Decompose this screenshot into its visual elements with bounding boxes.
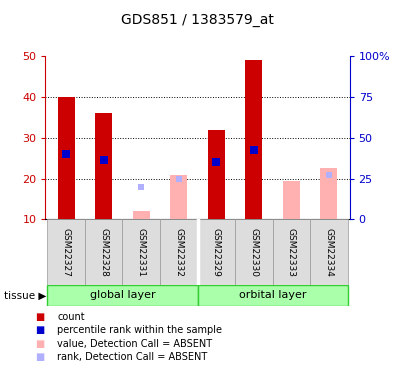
Bar xyxy=(47,285,198,306)
Point xyxy=(100,157,107,163)
Bar xyxy=(85,219,122,285)
Text: GDS851 / 1383579_at: GDS851 / 1383579_at xyxy=(121,13,274,27)
Bar xyxy=(47,219,85,285)
Text: value, Detection Call = ABSENT: value, Detection Call = ABSENT xyxy=(57,339,213,349)
Text: percentile rank within the sample: percentile rank within the sample xyxy=(57,326,222,335)
Point xyxy=(213,159,220,165)
Bar xyxy=(245,60,262,219)
Point xyxy=(63,151,69,157)
Text: GSM22329: GSM22329 xyxy=(212,228,221,277)
Text: tissue ▶: tissue ▶ xyxy=(4,290,46,300)
Text: GSM22331: GSM22331 xyxy=(137,228,146,277)
Text: count: count xyxy=(57,312,85,322)
Bar xyxy=(208,130,225,219)
Bar xyxy=(58,97,75,219)
Text: rank, Detection Call = ABSENT: rank, Detection Call = ABSENT xyxy=(57,352,207,362)
Text: ■: ■ xyxy=(36,326,45,335)
Bar xyxy=(160,219,198,285)
Bar xyxy=(320,168,337,219)
Point xyxy=(251,147,257,153)
Bar xyxy=(273,219,310,285)
Bar xyxy=(198,219,235,285)
Bar xyxy=(235,219,273,285)
Bar xyxy=(170,174,187,219)
Point xyxy=(175,176,182,181)
Text: GSM22333: GSM22333 xyxy=(287,228,296,277)
Bar xyxy=(95,113,112,219)
Text: GSM22330: GSM22330 xyxy=(249,228,258,277)
Text: ■: ■ xyxy=(36,312,45,322)
Text: orbital layer: orbital layer xyxy=(239,290,307,300)
Text: ■: ■ xyxy=(36,339,45,349)
Text: GSM22334: GSM22334 xyxy=(324,228,333,277)
Bar xyxy=(310,219,348,285)
Point xyxy=(138,184,144,190)
Text: ■: ■ xyxy=(36,352,45,362)
Text: global layer: global layer xyxy=(90,290,155,300)
Point xyxy=(326,171,332,177)
Text: GSM22332: GSM22332 xyxy=(174,228,183,277)
Bar xyxy=(133,211,150,219)
Bar xyxy=(198,285,348,306)
Text: GSM22328: GSM22328 xyxy=(99,228,108,277)
Text: GSM22327: GSM22327 xyxy=(62,228,71,277)
Bar xyxy=(283,181,300,219)
Bar xyxy=(122,219,160,285)
